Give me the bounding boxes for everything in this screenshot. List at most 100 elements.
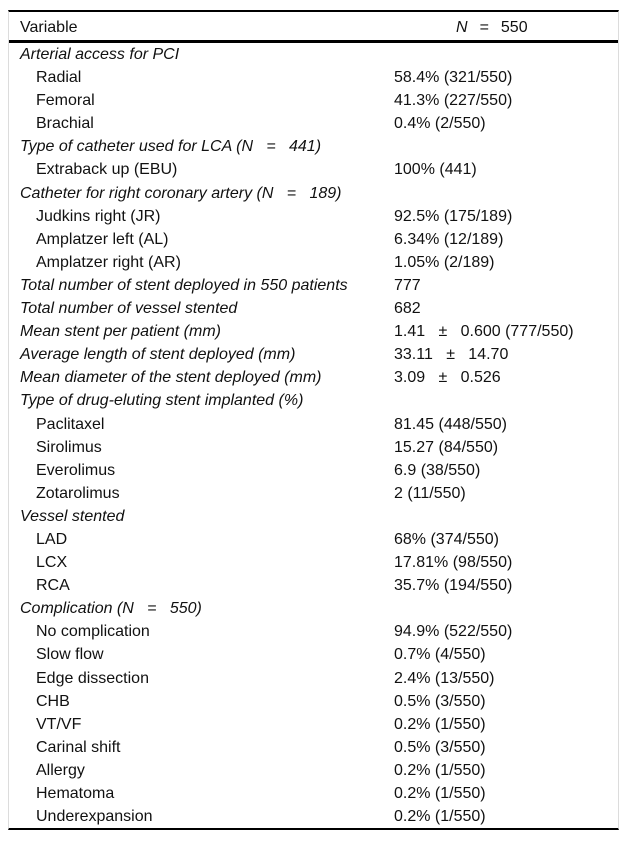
row-label: Edge dissection (36, 669, 149, 687)
header-n-cell: N = 550 (394, 12, 618, 43)
table-row: Sirolimus 15.27 (84/550) (9, 436, 618, 459)
row-value: 0.4% (2/550) (394, 115, 486, 133)
table-row: Average length of stent deployed (mm) 33… (9, 343, 618, 366)
table-row: Mean stent per patient (mm) 1.41 ± 0.600… (9, 320, 618, 343)
header-n-value: 550 (500, 19, 528, 36)
row-label: Arterial access for PCI (20, 46, 180, 63)
row-value: 0.2% (1/550) (394, 761, 486, 779)
row-value: 2.4% (13/550) (394, 669, 495, 687)
row-value: 0.5% (3/550) (394, 738, 486, 756)
row-value: 777 (394, 276, 421, 294)
table-row: Carinal shift 0.5% (3/550) (9, 736, 618, 759)
table-row: No complication 94.9% (522/550) (9, 620, 618, 643)
row-label: Slow flow (36, 646, 104, 664)
table-row: Femoral 41.3% (227/550) (9, 89, 618, 112)
row-value: 6.9 (38/550) (394, 461, 481, 479)
row-value: 0.5% (3/550) (394, 692, 486, 710)
table-row: Allergy 0.2% (1/550) (9, 759, 618, 782)
table-row: LAD 68% (374/550) (9, 528, 618, 551)
row-value: 682 (394, 300, 421, 318)
table-body: Arterial access for PCI Radial 58.4% (32… (9, 43, 618, 828)
row-value: 35.7% (194/550) (394, 577, 513, 595)
table-row: Paclitaxel 81.45 (448/550) (9, 413, 618, 436)
row-label: Femoral (36, 92, 95, 110)
table-row: Brachial 0.4% (2/550) (9, 112, 618, 135)
header-n-symbol: N (456, 19, 468, 36)
row-label: Brachial (36, 115, 94, 133)
table-row: Amplatzer left (AL) 6.34% (12/189) (9, 228, 618, 251)
row-value (394, 182, 618, 205)
row-value: 17.81% (98/550) (394, 554, 513, 572)
row-value: 41.3% (227/550) (394, 92, 513, 110)
header-equals-sign: = (479, 19, 489, 36)
table-row: Judkins right (JR) 92.5% (175/189) (9, 205, 618, 228)
row-value: 1.41 ± 0.600 (777/550) (394, 323, 574, 341)
row-value: 0.2% (1/550) (394, 785, 486, 802)
row-label: Amplatzer right (AR) (36, 253, 181, 271)
header-variable-label: Variable (20, 19, 78, 36)
table-header-row: Variable N = 550 (9, 12, 618, 43)
row-label: Type of drug-eluting stent implanted (%) (20, 392, 304, 410)
row-label: Sirolimus (36, 438, 102, 456)
row-value: 1.05% (2/189) (394, 253, 495, 271)
row-value: 0.7% (4/550) (394, 646, 486, 664)
table-row: Extraback up (EBU) 100% (441) (9, 158, 618, 181)
table-row: Type of drug-eluting stent implanted (%) (9, 389, 618, 412)
row-value: 92.5% (175/189) (394, 207, 513, 225)
row-label: Mean diameter of the stent deployed (mm) (20, 369, 322, 387)
row-label: Allergy (36, 761, 85, 779)
row-value (394, 389, 618, 412)
row-label: Total number of vessel stented (20, 300, 238, 318)
table-row: Catheter for right coronary artery (N = … (9, 182, 618, 205)
row-value: 100% (441) (394, 161, 477, 179)
table-row: Edge dissection 2.4% (13/550) (9, 667, 618, 690)
row-label: Catheter for right coronary artery (N = … (20, 184, 342, 202)
study-variables-table: Variable N = 550 Arterial access for PCI R… (8, 10, 619, 831)
row-label: Vessel stented (20, 507, 125, 525)
row-label: Judkins right (JR) (36, 207, 161, 225)
row-label: Extraback up (EBU) (36, 161, 178, 179)
row-label: RCA (36, 577, 70, 595)
row-value: 58.4% (321/550) (394, 69, 513, 87)
row-label: Carinal shift (36, 738, 121, 756)
row-label: No complication (36, 623, 150, 641)
table-row: Type of catheter used for LCA (N = 441) (9, 135, 618, 158)
table-row: Hematoma 0.2% (1/550) (9, 782, 618, 805)
row-value: 3.09 ± 0.526 (394, 369, 501, 387)
table-row: Complication (N = 550) (9, 597, 618, 620)
row-value: 6.34% (12/189) (394, 230, 504, 248)
row-value (394, 43, 618, 66)
table-row: Zotarolimus 2 (11/550) (9, 482, 618, 505)
table-row: Everolimus 6.9 (38/550) (9, 459, 618, 482)
table-row: Amplatzer right (AR) 1.05% (2/189) (9, 251, 618, 274)
table-row: Total number of stent deployed in 550 pa… (9, 274, 618, 297)
table-row: Underexpansion 0.2% (1/550) (9, 805, 618, 828)
row-label: Total number of stent deployed in 550 pa… (20, 276, 348, 294)
row-value: 0.2% (1/550) (394, 715, 486, 733)
row-label: Amplatzer left (AL) (36, 230, 169, 248)
row-value: 2 (11/550) (394, 484, 466, 502)
row-label: Paclitaxel (36, 415, 105, 433)
table-row: CHB 0.5% (3/550) (9, 690, 618, 713)
table-row: Radial 58.4% (321/550) (9, 66, 618, 89)
row-label: Type of catheter used for LCA (N = 441) (20, 138, 322, 156)
row-label: Mean stent per patient (mm) (20, 323, 221, 341)
row-value: 68% (374/550) (394, 530, 499, 548)
row-label: Zotarolimus (36, 484, 120, 502)
row-value: 15.27 (84/550) (394, 438, 499, 456)
row-value: 0.2% (1/550) (394, 808, 486, 826)
row-label: LAD (36, 530, 68, 548)
row-value (394, 135, 618, 158)
row-label: Hematoma (36, 785, 115, 802)
row-value: 81.45 (448/550) (394, 415, 507, 433)
table-row: Slow flow 0.7% (4/550) (9, 643, 618, 666)
row-label: Complication (N = 550) (20, 600, 202, 618)
row-value: 94.9% (522/550) (394, 623, 513, 641)
row-label: VT/VF (36, 715, 82, 733)
row-label: Radial (36, 69, 82, 87)
table-row: RCA 35.7% (194/550) (9, 574, 618, 597)
row-label: LCX (36, 554, 68, 572)
table-row: Arterial access for PCI (9, 43, 618, 66)
table-row: Total number of vessel stented 682 (9, 297, 618, 320)
